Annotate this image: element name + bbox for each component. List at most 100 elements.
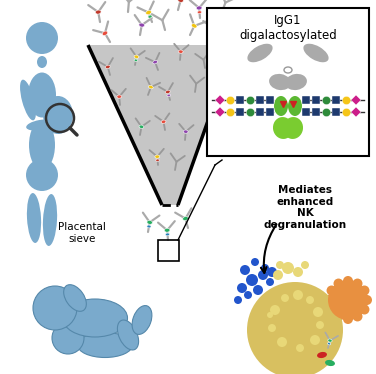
Ellipse shape [285, 74, 307, 90]
Circle shape [324, 295, 334, 305]
Ellipse shape [148, 15, 152, 18]
Ellipse shape [183, 130, 188, 133]
Circle shape [293, 267, 303, 277]
Ellipse shape [247, 44, 273, 62]
Circle shape [293, 290, 303, 300]
Ellipse shape [117, 320, 139, 350]
Ellipse shape [29, 120, 55, 170]
FancyBboxPatch shape [207, 8, 369, 156]
Circle shape [296, 344, 304, 352]
Ellipse shape [147, 225, 151, 228]
Circle shape [326, 304, 337, 315]
Ellipse shape [26, 159, 58, 191]
Circle shape [316, 321, 324, 329]
Circle shape [247, 282, 343, 374]
Ellipse shape [325, 360, 335, 366]
Circle shape [251, 258, 259, 266]
Circle shape [240, 265, 250, 275]
Ellipse shape [149, 85, 153, 89]
Circle shape [353, 279, 362, 289]
Ellipse shape [102, 31, 108, 36]
Ellipse shape [139, 23, 145, 27]
Ellipse shape [139, 125, 144, 128]
Circle shape [234, 296, 242, 304]
Circle shape [313, 307, 323, 317]
Ellipse shape [134, 55, 139, 58]
Circle shape [246, 274, 258, 286]
Circle shape [244, 291, 252, 299]
Circle shape [353, 312, 362, 322]
Circle shape [282, 262, 294, 274]
Ellipse shape [183, 217, 188, 221]
Ellipse shape [273, 117, 293, 139]
Circle shape [362, 295, 372, 305]
Circle shape [26, 22, 58, 54]
Ellipse shape [26, 120, 54, 131]
Circle shape [306, 296, 314, 304]
Circle shape [253, 285, 263, 295]
Ellipse shape [43, 194, 57, 246]
Circle shape [270, 305, 280, 315]
Ellipse shape [197, 11, 202, 14]
Circle shape [328, 280, 368, 320]
Ellipse shape [106, 65, 110, 68]
Ellipse shape [77, 332, 132, 358]
Text: Mediates
enhanced
NK
degranulation: Mediates enhanced NK degranulation [264, 185, 347, 230]
Ellipse shape [269, 74, 291, 90]
Ellipse shape [165, 233, 170, 236]
Ellipse shape [284, 67, 292, 73]
Circle shape [237, 283, 247, 293]
Ellipse shape [134, 59, 138, 61]
Circle shape [334, 279, 344, 289]
Circle shape [359, 285, 370, 295]
Circle shape [343, 276, 353, 286]
Ellipse shape [274, 96, 288, 116]
Ellipse shape [155, 155, 160, 158]
Ellipse shape [28, 73, 56, 117]
Ellipse shape [62, 299, 127, 337]
Circle shape [266, 278, 274, 286]
Ellipse shape [288, 96, 302, 116]
Ellipse shape [317, 352, 327, 358]
Ellipse shape [64, 285, 86, 311]
Circle shape [301, 261, 309, 269]
Ellipse shape [96, 10, 101, 14]
Ellipse shape [191, 24, 197, 28]
Circle shape [334, 312, 344, 322]
Ellipse shape [147, 220, 153, 224]
Ellipse shape [161, 120, 166, 123]
Circle shape [267, 312, 273, 318]
Ellipse shape [196, 6, 202, 10]
Circle shape [359, 304, 370, 315]
Ellipse shape [132, 306, 152, 334]
Circle shape [310, 335, 320, 345]
Ellipse shape [156, 159, 159, 162]
Ellipse shape [43, 96, 73, 134]
Ellipse shape [165, 90, 170, 94]
Ellipse shape [20, 80, 36, 120]
Circle shape [52, 322, 84, 354]
Ellipse shape [212, 31, 216, 34]
Ellipse shape [146, 10, 152, 15]
Ellipse shape [167, 94, 171, 96]
Ellipse shape [327, 343, 331, 345]
Ellipse shape [117, 95, 122, 98]
Ellipse shape [27, 193, 41, 243]
Ellipse shape [37, 56, 47, 68]
Ellipse shape [328, 339, 332, 342]
Circle shape [258, 270, 268, 280]
Text: Placental
sieve: Placental sieve [58, 222, 106, 243]
Ellipse shape [153, 60, 158, 64]
Text: IgG1
digalactosylated: IgG1 digalactosylated [239, 14, 337, 42]
Circle shape [343, 314, 353, 324]
Circle shape [261, 264, 269, 272]
Circle shape [33, 286, 77, 330]
Circle shape [273, 270, 283, 280]
Circle shape [268, 324, 276, 332]
Polygon shape [88, 45, 235, 205]
Ellipse shape [211, 26, 216, 30]
Ellipse shape [283, 117, 303, 139]
Ellipse shape [303, 44, 329, 62]
Circle shape [281, 294, 289, 302]
Circle shape [326, 285, 337, 295]
